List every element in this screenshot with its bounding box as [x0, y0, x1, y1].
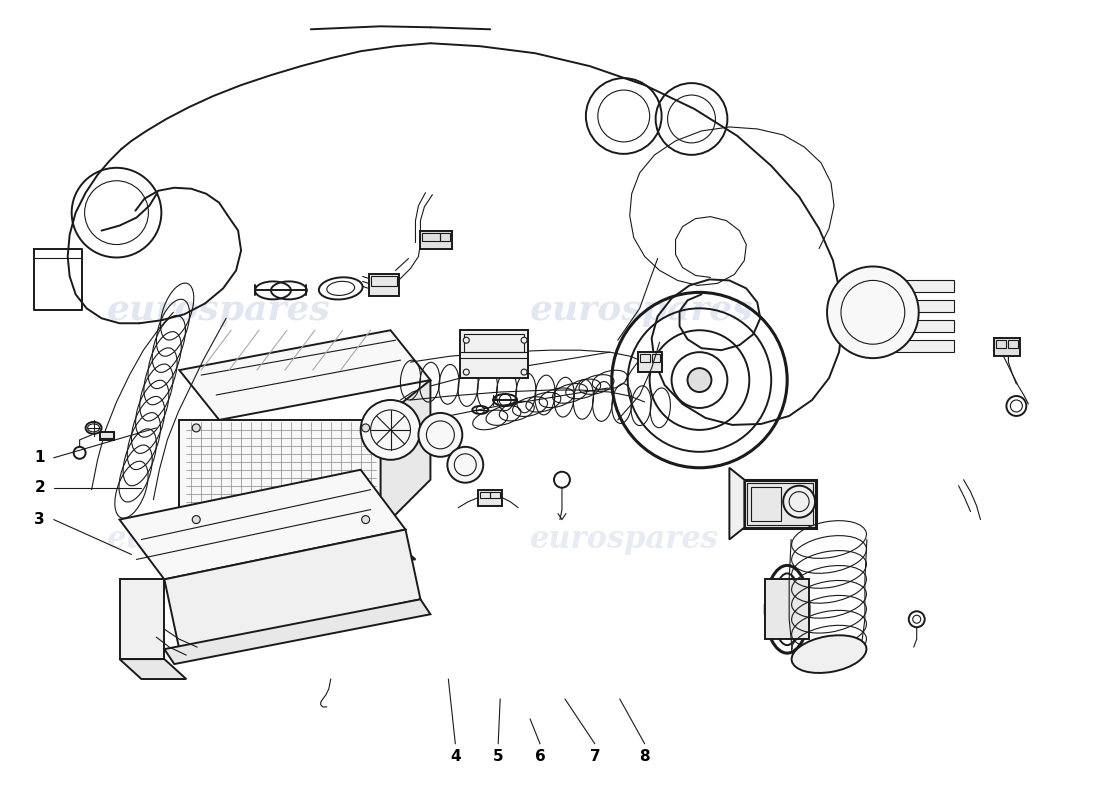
Circle shape: [783, 486, 815, 518]
Text: eurospares: eurospares: [530, 524, 719, 555]
Bar: [460, 330, 528, 378]
Circle shape: [448, 447, 483, 482]
Text: 4: 4: [450, 750, 461, 764]
Circle shape: [362, 515, 370, 523]
Bar: [371, 277, 396, 286]
Bar: [889, 281, 954, 292]
Polygon shape: [381, 380, 430, 530]
Polygon shape: [120, 470, 406, 579]
Text: eurospares: eurospares: [107, 524, 296, 555]
Bar: [889, 300, 954, 312]
Bar: [745, 480, 816, 527]
Bar: [889, 340, 954, 352]
Polygon shape: [164, 530, 420, 649]
Polygon shape: [179, 530, 416, 559]
Bar: [651, 354, 660, 362]
Bar: [491, 492, 501, 498]
Circle shape: [418, 413, 462, 457]
Circle shape: [463, 338, 470, 343]
Text: 7: 7: [590, 750, 601, 764]
Bar: [478, 490, 503, 506]
Text: 2: 2: [34, 480, 45, 495]
Ellipse shape: [792, 635, 867, 673]
Circle shape: [827, 266, 918, 358]
Bar: [420, 230, 452, 249]
Circle shape: [463, 369, 470, 375]
Bar: [994, 338, 1021, 356]
Text: 3: 3: [34, 512, 45, 527]
Circle shape: [362, 424, 370, 432]
Text: 6: 6: [535, 750, 546, 764]
Bar: [997, 340, 1006, 348]
Circle shape: [192, 515, 200, 523]
Bar: [100, 432, 113, 440]
Bar: [422, 233, 440, 241]
Circle shape: [521, 338, 527, 343]
Bar: [464, 334, 524, 352]
Polygon shape: [164, 599, 430, 664]
Polygon shape: [766, 579, 810, 639]
Text: eurospares: eurospares: [530, 294, 754, 327]
Circle shape: [361, 400, 420, 460]
Bar: [1009, 340, 1019, 348]
Polygon shape: [179, 420, 381, 530]
Bar: [440, 233, 450, 241]
Circle shape: [192, 424, 200, 432]
Bar: [638, 352, 661, 372]
Circle shape: [521, 369, 527, 375]
Bar: [368, 274, 398, 296]
Bar: [481, 492, 491, 498]
Text: 5: 5: [493, 750, 504, 764]
Text: 1: 1: [34, 450, 45, 466]
Polygon shape: [179, 330, 430, 420]
Bar: [640, 354, 650, 362]
Polygon shape: [120, 579, 164, 659]
Bar: [889, 320, 954, 332]
Polygon shape: [729, 468, 745, 539]
Text: 8: 8: [639, 750, 650, 764]
Text: eurospares: eurospares: [107, 294, 330, 327]
Bar: [747, 482, 813, 525]
Polygon shape: [120, 659, 186, 679]
Bar: [751, 486, 781, 521]
Circle shape: [688, 368, 712, 392]
